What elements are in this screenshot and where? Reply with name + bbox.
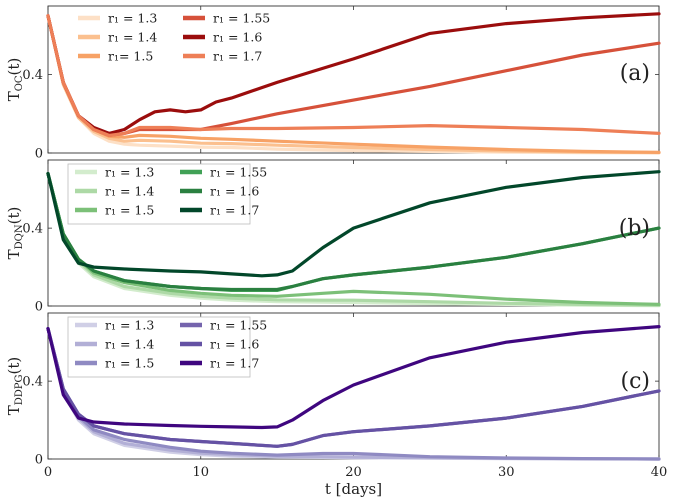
- legend-entry: r₁ = 1.6: [210, 337, 259, 352]
- legend-entry: r₁ = 1.4: [105, 184, 154, 199]
- x-tick-label: 30: [498, 465, 515, 480]
- y-axis-label-main: T: [5, 91, 23, 101]
- legend-entry: r₁ = 1.55: [213, 11, 270, 26]
- panel-label: (c): [621, 369, 651, 394]
- series-line-6: [46, 170, 661, 278]
- y-axis-label-subscript: OC: [14, 75, 25, 91]
- legend-entry: r₁ = 1.5: [105, 203, 154, 218]
- y-tick-label: 0.4: [22, 222, 43, 237]
- legend-entry: r₁ = 1.6: [213, 30, 262, 45]
- y-axis-label-tail: (t): [5, 58, 23, 76]
- x-tick-label: 40: [651, 465, 668, 480]
- y-tick-label: 0.4: [22, 375, 43, 390]
- legend-box: [67, 163, 251, 225]
- y-axis-label-main: T: [5, 249, 23, 259]
- x-tick-label: 10: [192, 465, 209, 480]
- legend-entry: r₁ = 1.5: [105, 356, 154, 371]
- y-axis-label-subscript: DDPG: [14, 374, 25, 405]
- legend-entry: r₁ = 1.3: [108, 11, 157, 26]
- legend-box: [67, 316, 251, 378]
- y-tick-label: 0: [35, 147, 43, 162]
- y-tick-label: 0.4: [22, 68, 43, 83]
- y-axis-label-subscript: DQN: [14, 224, 25, 249]
- y-axis-label-main: T: [5, 405, 23, 415]
- series-line-3: [46, 327, 661, 461]
- legend: r₁ = 1.3 r₁ = 1.4 r₁ = 1.5 r₁ = 1.55 r₁ = 1.…: [67, 316, 267, 378]
- series-line-6: [46, 14, 661, 137]
- legend-entry: r₁ = 1.55: [210, 318, 267, 333]
- y-axis-label-tail: (t): [5, 357, 23, 375]
- legend: r₁ = 1.3 r₁ = 1.4 r₁ = 1.5 r₁ = 1.55 r₁ = 1.…: [67, 163, 267, 225]
- x-tick-label: 20: [345, 465, 362, 480]
- y-axis-label: TDDPG(t): [5, 357, 25, 416]
- legend-entry: r₁ = 1.3: [105, 165, 154, 180]
- legend-entry: r₁ = 1.4: [108, 30, 157, 45]
- y-tick-label: 0: [35, 453, 43, 468]
- legend-entry: r₁= 1.5: [108, 49, 153, 64]
- x-axis-label: t [days]: [325, 480, 382, 498]
- legend-entry: r₁ = 1.7: [213, 49, 262, 64]
- legend: r₁ = 1.3 r₁ = 1.4 r₁= 1.5 r₁ = 1.55 r₁ = 1.6…: [78, 11, 270, 64]
- y-axis-label: TOC(t): [5, 58, 25, 102]
- panel-label: (b): [619, 216, 650, 241]
- y-axis-label-tail: (t): [5, 207, 23, 225]
- series-line-6: [46, 325, 661, 430]
- legend-entry: r₁ = 1.55: [210, 165, 267, 180]
- legend-entry: r₁ = 1.3: [105, 318, 154, 333]
- legend-entry: r₁ = 1.6: [210, 184, 259, 199]
- x-tick-label: 0: [44, 465, 52, 480]
- panel-label: (a): [620, 61, 650, 86]
- legend-entry: r₁ = 1.7: [210, 203, 259, 218]
- y-axis-label: TDQN(t): [5, 207, 25, 260]
- legend-entry: r₁ = 1.7: [210, 356, 259, 371]
- y-tick-label: 0: [35, 300, 43, 315]
- legend-entry: r₁ = 1.4: [105, 337, 154, 352]
